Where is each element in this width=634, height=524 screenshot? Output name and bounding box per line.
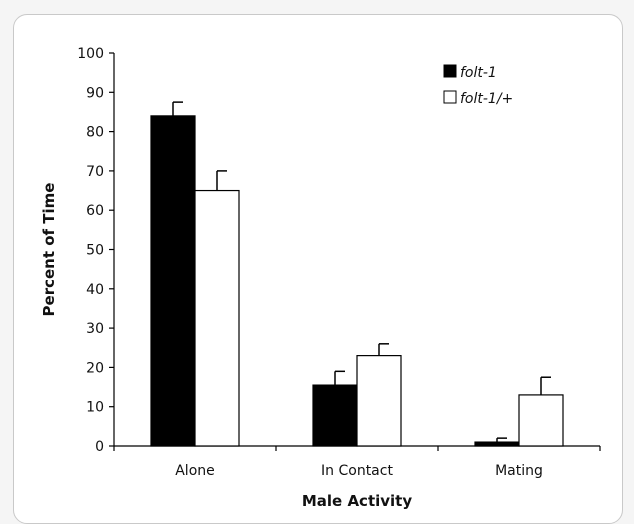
y-tick-label: 40	[86, 282, 104, 298]
y-tick-label: 100	[77, 46, 104, 62]
y-tick-label: 80	[86, 125, 104, 141]
y-tick-label: 10	[86, 400, 104, 416]
y-axis: 0 10 20 30 40 50 60 70 80 90 100	[77, 46, 115, 455]
bar	[518, 394, 564, 447]
bar	[194, 189, 240, 447]
bars	[150, 101, 564, 447]
y-tick-label: 0	[95, 439, 104, 455]
x-tick-label: In Contact	[321, 463, 393, 479]
y-tick-label: 70	[86, 164, 104, 180]
y-axis-title: Percent of Time	[40, 183, 58, 317]
y-tick-label: 20	[86, 360, 104, 376]
x-axis-title: Male Activity	[302, 492, 412, 510]
bar-chart: 0 10 20 30 40 50 60 70 80 90 100 Alone In Contact Ma…	[40, 46, 601, 510]
bar	[356, 355, 402, 447]
legend-label: folt-1/+	[460, 91, 513, 107]
legend-swatch	[443, 90, 457, 104]
x-tick-label: Mating	[495, 463, 543, 479]
y-tick-label: 50	[86, 243, 104, 259]
y-tick-label: 30	[86, 321, 104, 337]
legend-label: folt-1	[460, 65, 497, 81]
x-axis: Alone In Contact Mating	[113, 445, 601, 479]
bar	[312, 384, 358, 447]
y-tick-label: 60	[86, 203, 104, 219]
legend: folt-1 folt-1/+	[443, 64, 513, 107]
legend-swatch	[443, 64, 457, 78]
bar	[474, 441, 520, 447]
bar	[150, 115, 196, 447]
y-tick-label: 90	[86, 85, 104, 101]
x-tick-label: Alone	[175, 463, 215, 479]
